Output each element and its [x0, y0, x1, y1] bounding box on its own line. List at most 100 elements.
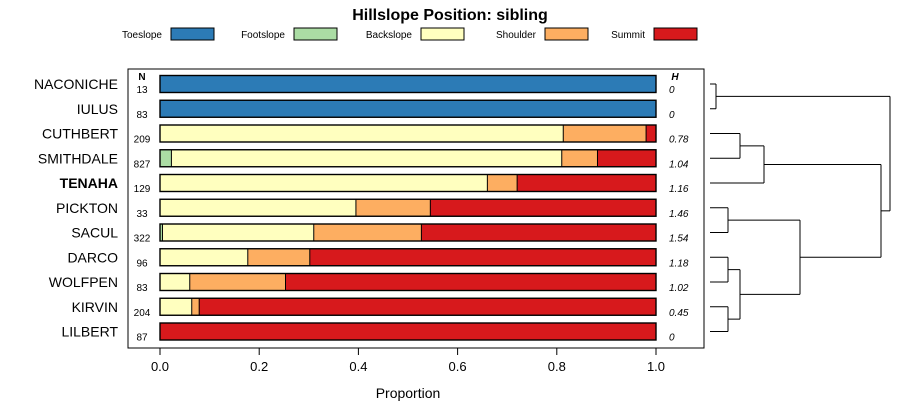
- bar-segment-darco-shoulder: [247, 248, 310, 266]
- legend-label-shoulder: Shoulder: [496, 30, 537, 41]
- bar-segment-wolfpen-summit: [285, 273, 656, 291]
- x-axis: 0.0 0.2 0.4 0.6 0.8 1.0: [151, 348, 665, 374]
- bar-segment-tenaha-backslope: [160, 174, 488, 192]
- legend-swatch-footslope: [293, 27, 338, 41]
- series-label-cuthbert: CUTHBERT: [42, 126, 118, 142]
- bar-segment-cuthbert-shoulder: [563, 125, 647, 142]
- x-tick-label: 0.0: [151, 359, 169, 374]
- bar-segment-smithdale-summit: [597, 149, 656, 167]
- bar-outline-kirvin: [159, 297, 657, 316]
- legend-label-toeslope: Toeslope: [122, 30, 162, 41]
- bar-segment-wolfpen-shoulder: [189, 273, 286, 291]
- n-value-pickton: 33: [136, 209, 148, 220]
- n-value-wolfpen: 83: [136, 283, 148, 294]
- bar-outline-tenaha: [159, 173, 657, 193]
- legend-swatch-summit: [653, 27, 698, 41]
- h-value-smithdale: 1.04: [669, 159, 689, 170]
- series-label-smithdale: SMITHDALE: [38, 150, 118, 166]
- legend-label-backslope: Backslope: [366, 30, 413, 41]
- h-column-header: H: [671, 72, 679, 83]
- bars: [159, 74, 657, 341]
- bar-segment-pickton-shoulder: [355, 199, 431, 217]
- n-value-iulus: 83: [136, 110, 148, 121]
- series-label-wolfpen: WOLFPEN: [49, 274, 118, 290]
- x-tick-label: 0.2: [250, 359, 268, 374]
- n-value-darco: 96: [136, 258, 148, 269]
- h-value-darco: 1.18: [669, 258, 689, 269]
- plot-frame: [127, 68, 705, 349]
- x-tick-label: 0.4: [349, 359, 367, 374]
- n-value-kirvin: 204: [134, 308, 151, 319]
- bar-segment-smithdale-footslope: [160, 149, 172, 167]
- series-label-iulus: IULUS: [77, 101, 118, 117]
- legend-swatch-shoulder: [544, 27, 589, 41]
- series-label-sacul: SACUL: [71, 225, 118, 241]
- h-value-sacul: 1.54: [669, 234, 689, 245]
- h-value-kirvin: 0.45: [669, 308, 689, 319]
- legend-swatch-backslope: [420, 27, 465, 41]
- h-value-iulus: 0: [669, 110, 675, 121]
- bar-outline-naconiche: [159, 74, 657, 94]
- series-label-darco: DARCO: [67, 249, 118, 265]
- bar-outline-sacul: [159, 223, 657, 242]
- bar-segment-kirvin-summit: [199, 298, 656, 316]
- bar-segment-kirvin-shoulder: [191, 298, 200, 316]
- bar-segment-sacul-backslope: [162, 224, 314, 241]
- bar-segment-tenaha-shoulder: [487, 174, 518, 192]
- bar-outline-iulus: [159, 99, 657, 118]
- series-label-naconiche: NACONICHE: [34, 76, 118, 92]
- n-value-cuthbert: 209: [134, 135, 151, 146]
- bar-segment-tenaha-summit: [517, 174, 656, 192]
- dendrogram: [710, 83, 891, 332]
- bar-segment-cuthbert-summit: [646, 125, 656, 142]
- bar-segment-wolfpen-backslope: [160, 273, 190, 291]
- legend-label-summit: Summit: [611, 30, 645, 41]
- series-label-tenaha: TENAHA: [60, 175, 118, 191]
- n-value-smithdale: 827: [134, 159, 151, 170]
- legend: Toeslope Footslope Backslope Shoulder Summit: [122, 27, 698, 41]
- legend-swatch-toeslope: [170, 27, 215, 41]
- series-label-pickton: PICKTON: [56, 200, 118, 216]
- h-value-wolfpen: 1.02: [669, 283, 689, 294]
- bar-outline-smithdale: [159, 149, 657, 168]
- x-axis-title: Proportion: [376, 385, 441, 401]
- bar-segment-iulus-toeslope: [160, 100, 656, 118]
- bar-segment-smithdale-shoulder: [561, 149, 598, 167]
- bar-segment-sacul-shoulder: [313, 224, 422, 241]
- x-tick-label: 0.6: [449, 359, 467, 374]
- series-label-kirvin: KIRVIN: [72, 299, 118, 315]
- bar-segment-pickton-summit: [430, 199, 656, 217]
- h-value-cuthbert: 0.78: [669, 135, 689, 146]
- bar-segment-sacul-summit: [421, 224, 656, 241]
- h-value-lilbert: 0: [669, 333, 675, 344]
- bar-segment-darco-summit: [309, 248, 656, 266]
- series-label-lilbert: LILBERT: [61, 324, 118, 340]
- h-value-pickton: 1.46: [669, 209, 689, 220]
- n-value-sacul: 322: [134, 234, 151, 245]
- x-tick-label: 0.8: [548, 359, 566, 374]
- bar-segment-pickton-backslope: [160, 199, 356, 217]
- bar-outline-darco: [159, 248, 657, 267]
- bar-segment-naconiche-toeslope: [160, 75, 656, 93]
- x-tick-label: 1.0: [647, 359, 665, 374]
- h-value-naconiche: 0: [669, 85, 675, 96]
- bar-segment-darco-backslope: [160, 248, 248, 266]
- bar-segment-kirvin-backslope: [160, 298, 192, 316]
- n-value-lilbert: 87: [136, 333, 148, 344]
- bar-outline-lilbert: [159, 322, 657, 341]
- bar-outline-pickton: [159, 198, 657, 217]
- n-column-header: N: [138, 72, 145, 83]
- h-value-tenaha: 1.16: [669, 184, 689, 195]
- bar-segment-smithdale-backslope: [171, 149, 562, 167]
- bar-outline-cuthbert: [159, 124, 657, 143]
- n-value-naconiche: 13: [136, 85, 148, 96]
- n-value-tenaha: 129: [134, 184, 151, 195]
- legend-label-footslope: Footslope: [241, 30, 285, 41]
- bar-segment-cuthbert-backslope: [160, 125, 564, 142]
- chart-title: Hillslope Position: sibling: [352, 7, 548, 24]
- bar-segment-sacul-footslope: [160, 224, 163, 241]
- bar-outline-wolfpen: [159, 272, 657, 292]
- bar-segment-lilbert-summit: [160, 323, 656, 340]
- row-labels: NACONICHE 13 0 IULUS 83 0 CUTHBERT 209 0.78 SMITH…: [34, 76, 689, 344]
